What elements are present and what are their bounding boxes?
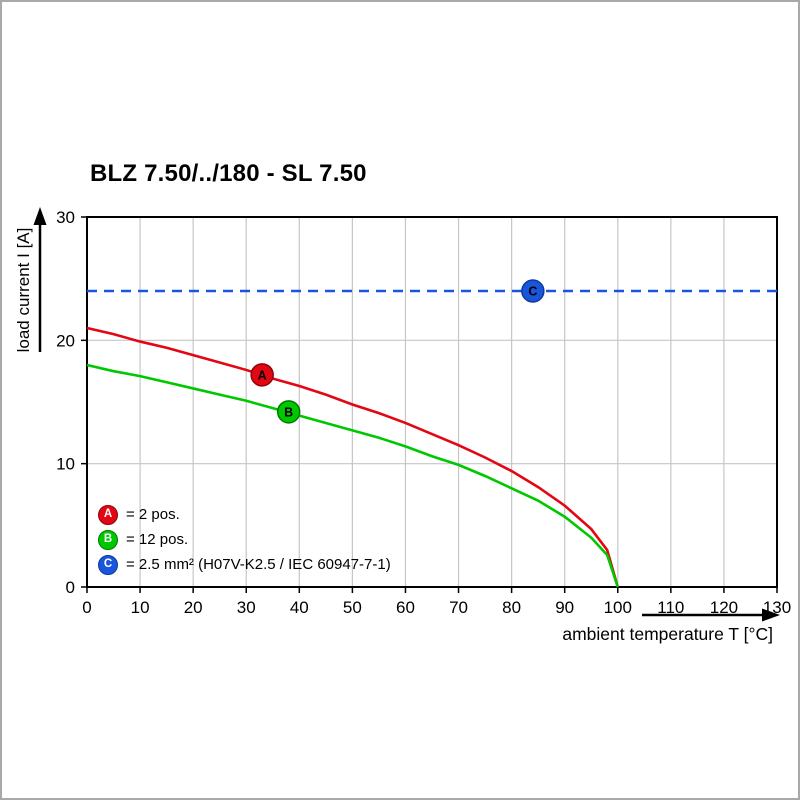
x-axis-arrowhead-icon [762, 608, 780, 622]
x-tick-label: 70 [449, 598, 468, 617]
legend-item-b: B = 12 pos. [98, 527, 391, 552]
series-B-curve [86, 363, 620, 588]
x-tick-label: 100 [604, 598, 632, 617]
y-tick-label: 10 [56, 455, 75, 474]
y-axis-arrowhead-icon [33, 207, 47, 225]
x-tick-label: 20 [184, 598, 203, 617]
x-tick-label: 0 [82, 598, 91, 617]
legend-marker-b-icon: B [98, 529, 118, 550]
x-tick-label: 90 [555, 598, 574, 617]
y-tick-label: 30 [56, 208, 75, 227]
x-tick-label: 50 [343, 598, 362, 617]
series-B-marker-icon [276, 400, 301, 424]
y-tick-label: 20 [56, 331, 75, 350]
legend-label-c: = 2.5 mm² (H07V-K2.5 / IEC 60947-7-1) [126, 556, 391, 573]
y-axis-label: load current I [A] [14, 227, 33, 353]
plot-border [86, 216, 778, 588]
x-tick-label: 40 [290, 598, 309, 617]
series-A-marker-icon [250, 363, 274, 387]
legend-label-a: = 2 pos. [126, 506, 180, 523]
x-tick-label: 30 [237, 598, 256, 617]
x-tick-label: 80 [502, 598, 521, 617]
series-C-marker-icon [521, 279, 545, 303]
series-B-marker-label: B [284, 405, 293, 419]
series-C-marker-label: C [528, 285, 537, 299]
chart-title: BLZ 7.50/../180 - SL 7.50 [90, 160, 367, 187]
x-axis-label: ambient temperature T [°C] [562, 624, 773, 644]
legend-marker-a-icon: A [98, 504, 118, 525]
series-A-curve [86, 326, 620, 588]
legend-marker-c-icon: C [98, 554, 118, 575]
x-tick-label: 110 [657, 598, 684, 617]
legend-label-b: = 12 pos. [126, 531, 189, 548]
y-tick-label: 0 [66, 578, 75, 597]
x-tick-label: 10 [131, 598, 150, 617]
series-A-marker-label: A [258, 368, 267, 382]
legend-item-a: A = 2 pos. [98, 502, 391, 527]
x-tick-label: 60 [396, 598, 415, 617]
x-tick-label: 120 [710, 598, 738, 617]
legend: A = 2 pos. B = 12 pos. C = 2.5 mm² (H07V… [98, 502, 391, 577]
legend-item-c: C = 2.5 mm² (H07V-K2.5 / IEC 60947-7-1) [98, 552, 391, 577]
